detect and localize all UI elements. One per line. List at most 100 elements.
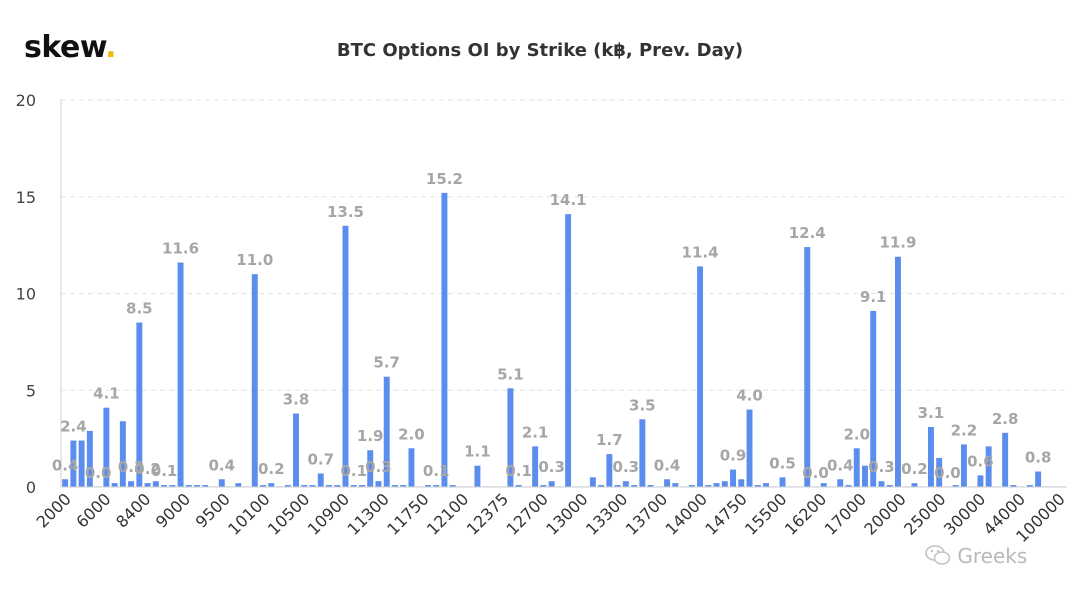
bar xyxy=(309,485,316,487)
data-label: 3.1 xyxy=(918,404,945,422)
bar xyxy=(144,483,151,487)
x-tick-label: 6000 xyxy=(72,489,114,531)
brand-name: skew xyxy=(24,30,106,65)
data-label: 2.0 xyxy=(398,425,425,443)
x-tick-label: 12375 xyxy=(463,489,512,538)
bar xyxy=(598,485,605,487)
bar xyxy=(449,485,456,487)
bar xyxy=(350,485,357,487)
data-label: 0.8 xyxy=(1025,449,1052,467)
data-label: 0.9 xyxy=(720,447,747,465)
bar xyxy=(424,485,431,487)
bar xyxy=(301,485,308,487)
bar xyxy=(532,446,539,487)
bar xyxy=(161,485,168,487)
bar xyxy=(862,465,868,487)
bar xyxy=(334,485,341,487)
bar xyxy=(977,475,984,487)
x-tick-label: 12700 xyxy=(503,489,552,538)
bar xyxy=(202,485,209,487)
bar xyxy=(268,483,275,487)
bar xyxy=(235,483,242,487)
bar xyxy=(631,485,638,487)
brand-dot: . xyxy=(105,30,117,65)
data-label: 15.2 xyxy=(426,170,463,188)
data-label: 3.8 xyxy=(283,390,310,408)
data-label: 2.2 xyxy=(951,421,978,439)
bar xyxy=(128,481,135,487)
bar xyxy=(754,485,761,487)
y-tick-label: 0 xyxy=(26,478,36,497)
x-tick-label: 8400 xyxy=(112,489,154,531)
bar xyxy=(1010,485,1017,487)
data-label: 1.1 xyxy=(464,443,491,461)
data-label: 0.1 xyxy=(151,462,178,480)
bar xyxy=(713,483,720,487)
x-tick-label: 30000 xyxy=(940,489,989,538)
bar xyxy=(738,479,745,487)
data-label: 0.2 xyxy=(258,460,285,478)
data-label: 0.4 xyxy=(52,456,79,474)
x-tick-label: 13000 xyxy=(542,489,591,538)
bar xyxy=(985,446,992,487)
data-label: 0.2 xyxy=(134,460,161,478)
bar xyxy=(622,481,629,487)
x-tick-label: 2000 xyxy=(33,489,75,531)
data-label: 0.3 xyxy=(365,458,392,476)
bar xyxy=(515,485,522,487)
data-label: 0.6 xyxy=(967,452,994,470)
data-label: 11.4 xyxy=(682,243,719,261)
data-label: 0.7 xyxy=(307,450,334,468)
bar xyxy=(70,440,77,487)
bar xyxy=(1026,485,1033,487)
bar xyxy=(326,485,332,487)
bar xyxy=(507,388,514,487)
x-tick-label: 17000 xyxy=(821,489,870,538)
data-label: 0.4 xyxy=(209,456,236,474)
data-label: 11.9 xyxy=(879,234,916,252)
bar xyxy=(647,485,654,487)
bar xyxy=(845,485,852,487)
watermark: Greeks xyxy=(925,544,1027,568)
data-label: 1.9 xyxy=(357,427,384,445)
bar xyxy=(721,481,728,487)
bar xyxy=(78,440,85,487)
data-label: 14.1 xyxy=(550,191,587,209)
x-tick-label: 15500 xyxy=(741,489,790,538)
x-tick-label: 10100 xyxy=(224,489,273,538)
bar xyxy=(565,214,572,488)
x-tick-label: 11300 xyxy=(343,489,392,538)
x-tick-label: 13300 xyxy=(582,489,631,538)
bar xyxy=(606,454,613,487)
data-label: 0.0 xyxy=(802,464,829,482)
x-tick-label: 10900 xyxy=(304,489,353,538)
bar xyxy=(111,483,118,487)
chart-title: BTC Options OI by Strike (k฿, Prev. Day) xyxy=(336,40,744,61)
data-label: 0.0 xyxy=(85,464,112,482)
bar xyxy=(86,430,93,487)
bar xyxy=(688,485,695,487)
bar xyxy=(870,310,877,487)
y-tick-label: 10 xyxy=(16,285,36,304)
bar xyxy=(342,225,349,487)
bar xyxy=(1002,432,1009,487)
bar xyxy=(763,483,769,487)
data-label: 5.7 xyxy=(373,354,400,372)
bar xyxy=(383,376,390,487)
bar xyxy=(911,483,918,487)
bar xyxy=(375,481,382,487)
y-tick-label: 20 xyxy=(16,91,36,110)
bar xyxy=(103,407,110,487)
data-label: 3.5 xyxy=(629,396,656,414)
bar xyxy=(391,485,398,487)
bar xyxy=(251,274,258,487)
bar xyxy=(152,481,159,487)
x-tick-label: 9000 xyxy=(152,489,194,531)
data-label: 0.3 xyxy=(613,458,640,476)
bar xyxy=(400,485,407,487)
data-label: 2.0 xyxy=(843,425,870,443)
data-label: 2.8 xyxy=(992,410,1019,428)
bar xyxy=(878,481,885,487)
data-label: 5.1 xyxy=(497,365,524,383)
data-label: 0.0 xyxy=(934,464,961,482)
